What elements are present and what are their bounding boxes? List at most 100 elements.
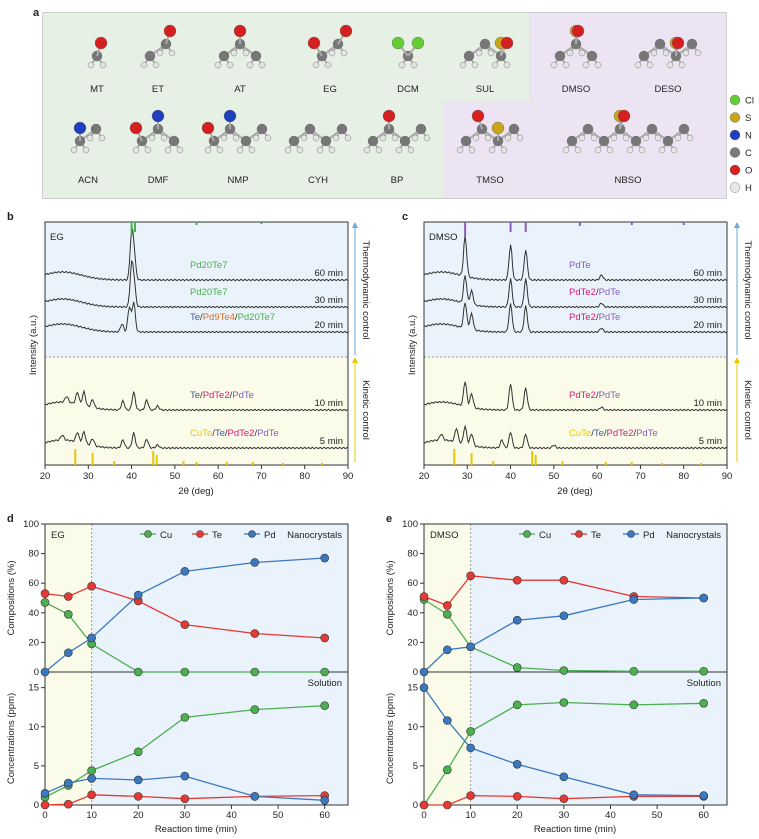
kinetic-label-b: Kinetic control <box>360 380 371 440</box>
data-point-te <box>180 620 190 629</box>
molecule-at: AT <box>214 24 266 95</box>
reference-line <box>225 462 228 465</box>
trace-time-label: 20 min <box>314 320 343 331</box>
panel-letter-e: e <box>386 513 393 525</box>
x-tick-label: 20 <box>512 810 523 821</box>
atom-swatch <box>729 112 741 123</box>
x-tick-label: 70 <box>256 471 267 482</box>
x-axis-label: Reaction time (min) <box>155 824 237 835</box>
reference-line <box>682 222 685 225</box>
x-tick-label: 0 <box>421 810 426 821</box>
molecule-label: AT <box>234 84 246 95</box>
data-point-cu <box>629 666 639 676</box>
y-tick-label: 15 <box>407 683 418 694</box>
data-point-pd <box>250 558 260 567</box>
atom-swatch <box>729 164 741 176</box>
x-tick-label: 50 <box>170 471 181 482</box>
xrd-curve <box>44 430 349 450</box>
sub-chart-title: Nanocrystals <box>666 530 721 541</box>
legend-label-cu: Cu <box>539 530 551 541</box>
data-point-te <box>443 800 452 810</box>
y-tick-label: 0 <box>34 667 39 678</box>
data-point-cu <box>64 609 73 619</box>
molecule-eg: EG <box>307 24 353 95</box>
phase-label: PdTe2/PdTe <box>569 312 620 323</box>
molecule-label: MT <box>90 84 104 95</box>
xrd-trace-10-min: 10 min PdTe2/PdTe <box>423 381 728 412</box>
y-tick-label: 40 <box>28 608 39 619</box>
x-tick-label: 30 <box>559 810 570 821</box>
x-tick-label: 40 <box>505 471 516 482</box>
kinetic-region <box>45 524 92 805</box>
trace-time-label: 10 min <box>693 398 722 409</box>
data-point-te <box>40 589 50 598</box>
x-tick-label: 30 <box>462 471 473 482</box>
data-point-pd <box>443 716 452 725</box>
x-tick-label: 50 <box>652 810 663 821</box>
molecule-nbso: NBSO <box>562 109 694 186</box>
panel-a-molecule-figure: MT ET AT EG DCM SUL DMSO DESO ACN DMF NMP CYH BP TMS… <box>42 12 754 199</box>
data-point-pd <box>320 553 329 563</box>
data-point-cu <box>320 667 329 677</box>
data-point-pd <box>64 648 73 658</box>
molecule-dmso: DMSO <box>550 24 602 95</box>
y-tick-label: 60 <box>407 578 418 589</box>
y-tick-label: 20 <box>407 637 418 648</box>
sub-chart-title: Nanocrystals <box>287 530 342 541</box>
data-point-pd <box>133 590 143 600</box>
data-point-cu <box>133 747 143 757</box>
trace-time-label: 60 min <box>693 268 722 279</box>
data-point-pd <box>466 642 475 652</box>
reference-line <box>195 222 198 225</box>
y-tick-label: 100 <box>23 519 39 530</box>
legend-marker-te <box>196 530 204 538</box>
atom-legend-label: S <box>745 113 751 124</box>
data-point-te <box>512 575 522 585</box>
thermo-region-c <box>424 222 727 357</box>
data-point-te <box>466 791 475 800</box>
molecule-acn: ACN <box>70 121 106 186</box>
data-point-cu <box>320 701 329 710</box>
x-tick-label: 60 <box>698 810 709 821</box>
atom-legend-label: H <box>745 183 752 194</box>
reference-line <box>152 451 155 465</box>
data-point-pd <box>64 778 73 788</box>
xrd-curve <box>44 389 349 412</box>
data-point-cu <box>699 666 708 676</box>
atom-swatch <box>729 182 741 193</box>
data-point-te <box>443 601 452 610</box>
data-point-cu <box>629 700 639 710</box>
xrd-trace-60-min: 60 min PdTe <box>423 235 728 282</box>
x-tick-label: 40 <box>126 471 137 482</box>
solvent-label-eg: EG <box>50 232 64 243</box>
data-point-cu <box>180 667 190 677</box>
reference-line <box>509 222 512 232</box>
molecule-label: BP <box>391 175 404 186</box>
y-tick-label: 0 <box>34 800 39 811</box>
y-tick-label: 100 <box>402 519 418 530</box>
molecule-label: EG <box>323 84 337 95</box>
xrd-trace-20-min: 20 min PdTe2/PdTe <box>423 302 728 334</box>
x-tick-label: 60 <box>592 471 603 482</box>
y-axis-label: Compositions (%) <box>6 561 17 636</box>
data-point-pd <box>629 790 639 800</box>
data-point-pd <box>699 593 708 603</box>
data-point-te <box>419 800 429 810</box>
x-tick-label: 60 <box>213 471 224 482</box>
xrd-curve <box>423 381 728 412</box>
atom-legend-label: Cl <box>745 96 754 107</box>
data-point-pd <box>40 788 50 798</box>
x-tick-label: 20 <box>419 471 430 482</box>
phase-label: CuTe/Te/PdTe2/PdTe <box>190 428 279 439</box>
x-tick-label: 30 <box>83 471 94 482</box>
solvent-annotation: DMSO <box>430 530 459 541</box>
xrd-curve <box>423 302 728 334</box>
trace-time-label: 30 min <box>314 295 343 306</box>
phase-label: PdTe2/PdTe <box>569 287 620 298</box>
xlabel-b: 2θ (deg) <box>178 486 213 497</box>
atom-legend-h: H <box>729 182 752 194</box>
data-point-pd <box>180 567 190 576</box>
data-point-cu <box>512 663 522 672</box>
legend-label-te: Te <box>212 530 222 541</box>
molecule-label: DCM <box>397 84 419 95</box>
